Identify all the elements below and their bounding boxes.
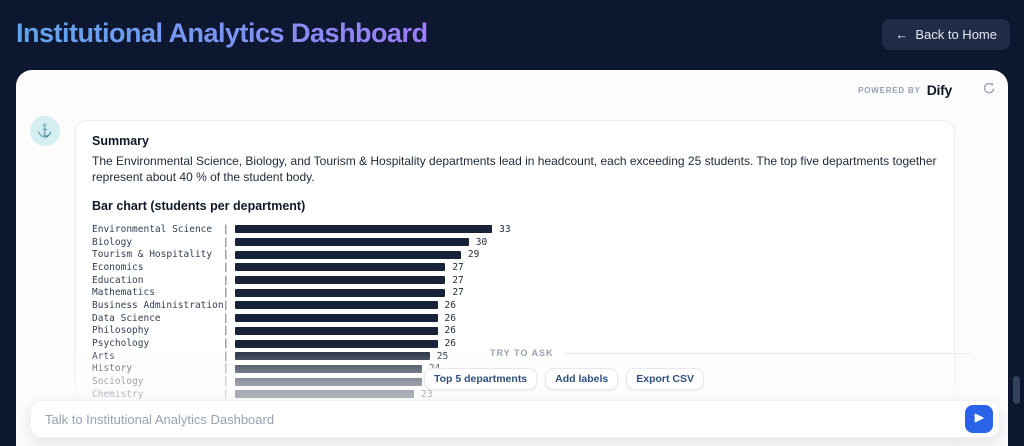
suggestion-chips: Top 5 departments Add labels Export CSV — [424, 368, 970, 390]
chart-bar — [234, 339, 438, 348]
try-to-ask-section: TRY TO ASK Top 5 departments Add labels Ex… — [424, 348, 970, 390]
chart-bar — [234, 250, 461, 259]
chart-row: Education | 27 — [92, 274, 464, 286]
page-scrollbar-thumb[interactable] — [1013, 376, 1020, 404]
back-to-home-button[interactable]: ← Back to Home — [882, 19, 1010, 50]
chart-bar — [234, 263, 446, 272]
chart-bar — [234, 225, 493, 234]
powered-by-row: POWERED BY Dify — [858, 81, 998, 99]
dify-logo: Dify — [926, 82, 953, 98]
chart-bar — [234, 314, 438, 323]
chart-row: Tourism & Hospitality | 29 — [92, 249, 480, 261]
suggestion-chip[interactable]: Export CSV — [626, 368, 705, 390]
chat-input[interactable] — [45, 411, 965, 427]
suggestion-chip[interactable]: Top 5 departments — [424, 368, 538, 390]
chart-bar — [234, 326, 438, 335]
summary-heading: Summary — [92, 134, 149, 148]
powered-by-label: POWERED BY — [858, 85, 921, 95]
bot-avatar: ⚓ — [30, 116, 60, 146]
chart-heading: Bar chart (students per department) — [92, 199, 306, 213]
chart-row: Philosophy | 26 — [92, 325, 456, 337]
refresh-icon — [982, 82, 996, 99]
chart-row: Environmental Science | 33 — [92, 223, 511, 235]
chart-row: Psychology | 26 — [92, 338, 456, 350]
chart-row: Business Administration | 26 — [92, 299, 456, 311]
page-title: Institutional Analytics Dashboard — [16, 18, 428, 48]
back-button-label: Back to Home — [915, 27, 997, 42]
divider — [563, 352, 970, 354]
chart-row: Biology | 30 — [92, 236, 488, 248]
chart-bar — [234, 377, 422, 386]
try-to-ask-label: TRY TO ASK — [490, 348, 554, 358]
summary-text: The Environmental Science, Biology, and … — [92, 154, 937, 184]
send-button[interactable] — [965, 405, 993, 433]
chart-bar — [234, 390, 415, 399]
chart-bar — [234, 352, 430, 361]
chart-row: Economics | 27 — [92, 261, 464, 273]
left-arrow-icon: ← — [895, 27, 909, 42]
chatbot-card: POWERED BY Dify ⚓ Summary The Environmen… — [16, 70, 1008, 446]
bot-message-bubble: Summary The Environmental Science, Biolo… — [75, 120, 955, 446]
chart-bar — [234, 288, 446, 297]
chart-bar — [234, 238, 469, 247]
chart-bar — [234, 276, 446, 285]
anchor-emoji-icon: ⚓ — [36, 123, 54, 138]
refresh-button[interactable] — [980, 81, 998, 99]
chart-row: Mathematics | 27 — [92, 287, 464, 299]
send-icon — [972, 411, 986, 428]
chart-bar — [234, 364, 422, 373]
chart-row: Data Science | 26 — [92, 312, 456, 324]
suggestion-chip[interactable]: Add labels — [545, 368, 619, 390]
chat-input-bar — [30, 400, 1000, 438]
chart-bar — [234, 301, 438, 310]
